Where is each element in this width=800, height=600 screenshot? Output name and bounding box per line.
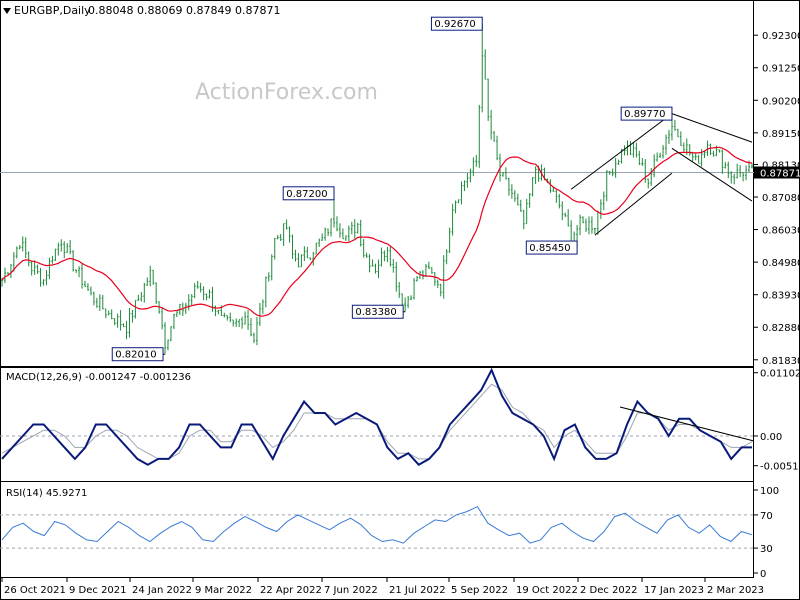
price-annotations: 0.92670 0.89770 0.87200 0.85450 0.83380 0.820… — [111, 16, 673, 362]
price-tick-label: 0.88130 — [762, 160, 800, 171]
macd-main-line — [1, 367, 752, 466]
price-tick-label: 0.91250 — [762, 64, 800, 75]
price-tick-label: 0.86030 — [762, 226, 800, 237]
wedge-lower-line — [671, 147, 753, 202]
date-tick-label: 19 Oct 2022 — [516, 585, 578, 596]
date-tick-label: 26 Oct 2021 — [4, 585, 66, 596]
macd-tick-label: 0.011023 — [760, 369, 800, 380]
rsi-axis: 100 70 30 0 — [0, 486, 779, 580]
watermark: ActionForex.com — [195, 80, 378, 105]
macd-trendline — [619, 406, 755, 442]
price-annotation-box — [111, 347, 164, 362]
date-tick-label: 2 Mar 2023 — [707, 585, 764, 596]
rsi-tick-label: 30 — [760, 544, 773, 555]
macd-tick-label: 0.00 — [760, 432, 782, 443]
price-annotation-box — [525, 240, 578, 255]
price-annotation-box — [282, 186, 335, 201]
rsi-tick-label: 0 — [760, 569, 766, 580]
macd-tick-label: -0.005182 — [760, 462, 800, 473]
current-price-label: 0.87871 — [760, 168, 800, 179]
price-annotation-label: 0.89770 — [624, 109, 665, 120]
price-tick-label: 0.81830 — [762, 356, 800, 367]
date-tick-label: 9 Dec 2021 — [69, 585, 127, 596]
price-tick-label: 0.82880 — [762, 323, 800, 334]
symbol-timeframe: EURGBP,Daily — [14, 4, 91, 17]
rsi-line — [1, 505, 753, 544]
macd-axis: 0.011023 0.00 -0.005182 — [0, 369, 800, 473]
date-tick-label: 17 Jan 2023 — [644, 585, 704, 596]
date-axis: 26 Oct 2021 9 Dec 2021 24 Jan 2022 9 Mar 20… — [1, 578, 764, 596]
price-tick-label: 0.87080 — [762, 193, 800, 204]
price-pane — [0, 0, 754, 367]
price-annotation-label: 0.83380 — [355, 307, 396, 318]
price-annotation-label: 0.82010 — [115, 350, 156, 361]
price-tick-label: 0.89150 — [762, 129, 800, 140]
price-annotation-label: 0.92670 — [434, 19, 475, 30]
date-tick-label: 7 Jun 2022 — [324, 585, 378, 596]
price-axis: 0.92300 0.91250 0.90200 0.89150 0.88130 0.870… — [754, 31, 800, 367]
price-tick-label: 0.84980 — [762, 258, 800, 269]
date-tick-label: 24 Jan 2022 — [132, 585, 192, 596]
price-tick-label: 0.83930 — [762, 291, 800, 302]
date-tick-label: 22 Apr 2022 — [260, 585, 322, 596]
date-tick-label: 9 Mar 2022 — [195, 585, 252, 596]
price-annotation-box — [430, 16, 483, 31]
macd-title: MACD(12,26,9) -0.001247 -0.001236 — [6, 372, 191, 383]
rsi-tick-label: 100 — [760, 486, 779, 497]
rsi-tick-label: 70 — [760, 511, 773, 522]
current-price-tag — [754, 166, 800, 179]
price-tick-label: 0.90200 — [762, 96, 800, 107]
rsi-title: RSI(14) 45.9271 — [6, 488, 87, 499]
ohlc-values: 0.88048 0.88069 0.87849 0.87871 — [88, 4, 280, 17]
date-tick-label: 5 Sep 2022 — [451, 585, 508, 596]
trendlines — [570, 113, 753, 236]
price-annotation-label: 0.87200 — [286, 189, 327, 200]
wedge-upper-line — [671, 113, 753, 143]
channel-lower-line — [594, 172, 673, 236]
price-annotation-box — [351, 304, 404, 319]
price-annotation-label: 0.85450 — [529, 243, 570, 254]
date-tick-label: 2 Dec 2022 — [580, 585, 638, 596]
date-tick-label: 21 Jul 2022 — [389, 585, 446, 596]
price-annotation-box — [620, 106, 673, 121]
collapse-triangle-icon[interactable] — [3, 8, 11, 14]
price-tick-label: 0.92300 — [762, 31, 800, 42]
channel-upper-line — [570, 113, 673, 190]
moving-average-line — [1, 146, 753, 317]
rsi-pane — [0, 481, 754, 578]
